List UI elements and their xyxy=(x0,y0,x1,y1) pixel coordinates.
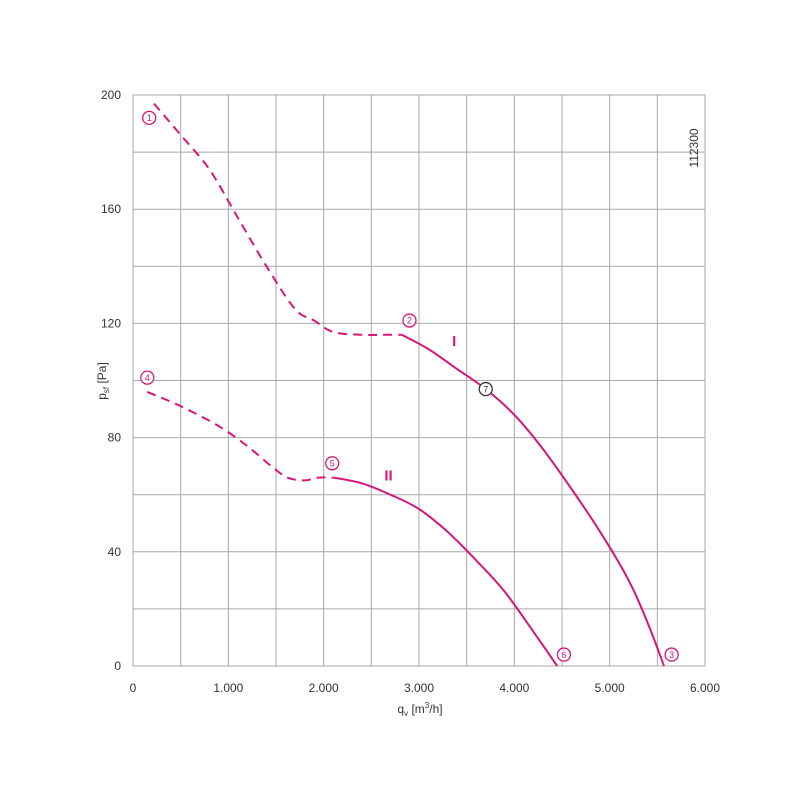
code-label: 112300 xyxy=(687,128,701,167)
x-tick-label: 2.000 xyxy=(309,681,339,695)
marker-circle xyxy=(140,370,155,385)
y-tick-label: 40 xyxy=(108,545,122,559)
marker-circle xyxy=(142,110,157,125)
series-i-dashed-line xyxy=(153,102,402,337)
marker-number: 3 xyxy=(669,650,674,660)
marker-number: 7 xyxy=(483,384,488,394)
marker-circle xyxy=(402,313,417,328)
marker-circle xyxy=(556,647,572,662)
y-tick-label: 200 xyxy=(101,88,121,102)
marker-1: 1 xyxy=(142,110,157,125)
y-tick-label: 160 xyxy=(101,202,121,216)
marker-number: 2 xyxy=(407,316,412,326)
markers: 1 2 3 4 5 6 7 xyxy=(140,110,679,662)
series xyxy=(146,102,665,667)
marker-2: 2 xyxy=(402,313,417,328)
x-tick-label: 1.000 xyxy=(213,681,243,695)
x-tick-label: 5.000 xyxy=(595,681,625,695)
tick-labels: 0 1.000 2.000 3.000 4.000 5.000 6.000 0 40 80 120 1… xyxy=(101,88,720,695)
marker-7: 7 xyxy=(478,381,493,397)
y-tick-label: 120 xyxy=(101,316,121,330)
marker-number: 1 xyxy=(147,113,152,123)
marker-number: 5 xyxy=(330,458,335,468)
x-tick-label: 4.000 xyxy=(499,681,529,695)
curve-labels: III xyxy=(384,333,456,484)
x-tick-label: 0 xyxy=(130,681,137,695)
marker-circle xyxy=(664,647,679,662)
series-i-solid-line xyxy=(401,333,665,667)
x-tick-label: 3.000 xyxy=(404,681,434,695)
plot-frame xyxy=(132,94,706,667)
series-ii-solid-line xyxy=(333,476,559,667)
x-tick-label: 6.000 xyxy=(690,681,720,695)
marker-circle xyxy=(478,381,493,397)
marker-3: 3 xyxy=(664,647,679,662)
curve-label-i: I xyxy=(452,333,456,350)
marker-number: 6 xyxy=(561,650,566,660)
y-axis-label: psf [Pa] xyxy=(95,362,111,400)
grid xyxy=(132,94,706,667)
series-ii-dashed-line xyxy=(146,390,334,482)
y-tick-label: 0 xyxy=(114,659,121,673)
x-axis-label: qv [m3/h] xyxy=(397,701,442,718)
marker-5: 5 xyxy=(325,456,340,471)
curve-label-ii: II xyxy=(384,467,392,484)
marker-4: 4 xyxy=(140,370,155,385)
marker-circle xyxy=(325,456,340,471)
marker-6: 6 xyxy=(556,647,572,662)
marker-number: 4 xyxy=(145,373,150,383)
y-tick-label: 80 xyxy=(108,431,122,445)
